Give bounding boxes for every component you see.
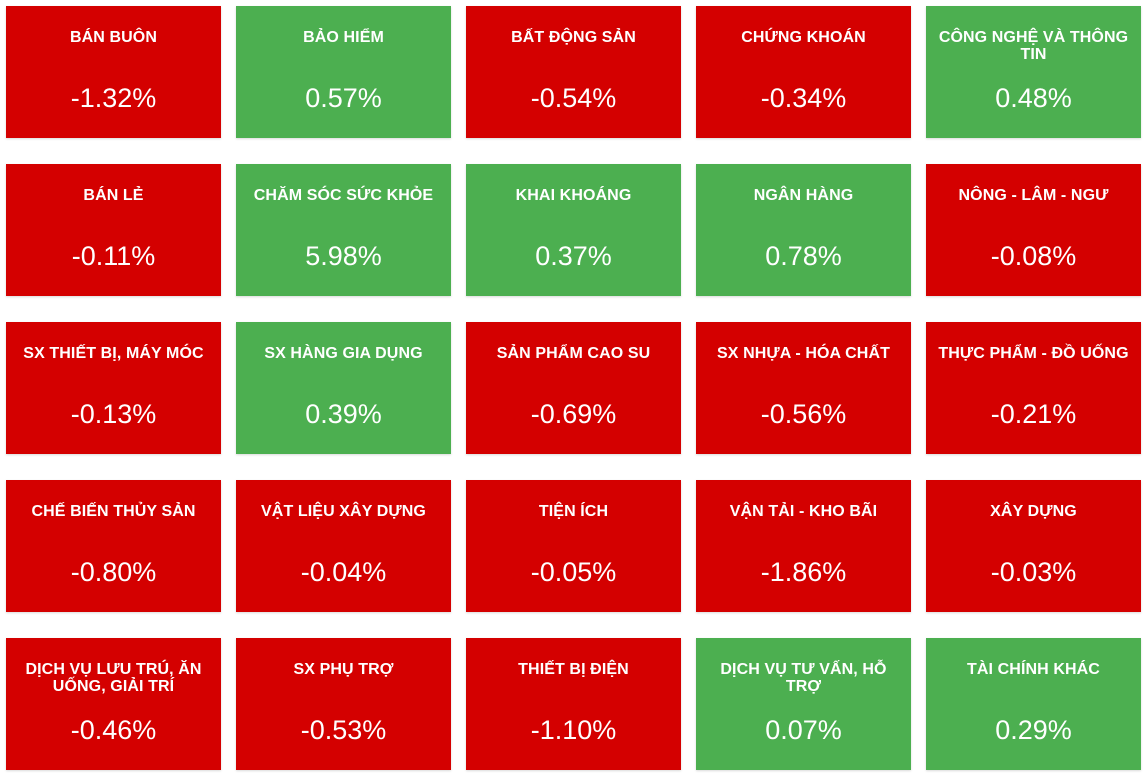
sector-change-value: -0.03%: [990, 557, 1077, 587]
sector-tile[interactable]: CHẾ BIẾN THỦY SẢN -0.80%: [6, 480, 221, 612]
sector-name: DỊCH VỤ TƯ VẤN, HỖ TRỢ: [720, 661, 887, 695]
sector-name: DỊCH VỤ LƯU TRÚ, ĂN UỐNG, GIẢI TRÍ: [25, 661, 202, 695]
sector-tile[interactable]: DỊCH VỤ LƯU TRÚ, ĂN UỐNG, GIẢI TRÍ -0.46…: [6, 638, 221, 770]
sector-change-value: -0.11%: [71, 241, 156, 271]
sector-name: NÔNG - LÂM - NGƯ: [958, 187, 1109, 204]
sector-name: SX NHỰA - HÓA CHẤT: [717, 345, 890, 362]
sector-tile[interactable]: DỊCH VỤ TƯ VẤN, HỖ TRỢ 0.07%: [696, 638, 911, 770]
sector-change-value: 0.48%: [995, 83, 1072, 113]
sector-tile[interactable]: CHỨNG KHOÁN -0.34%: [696, 6, 911, 138]
sector-tile[interactable]: TÀI CHÍNH KHÁC 0.29%: [926, 638, 1141, 770]
sector-name: CÔNG NGHỆ VÀ THÔNG TIN: [938, 29, 1129, 63]
sector-tile[interactable]: VẬT LIỆU XÂY DỰNG -0.04%: [236, 480, 451, 612]
sector-tile[interactable]: TIỆN ÍCH -0.05%: [466, 480, 681, 612]
sector-change-value: 5.98%: [305, 241, 382, 271]
sector-tile[interactable]: BẢO HIỂM 0.57%: [236, 6, 451, 138]
sector-change-value: -0.08%: [990, 241, 1077, 271]
sector-tile[interactable]: BẤT ĐỘNG SẢN -0.54%: [466, 6, 681, 138]
sector-name: SX HÀNG GIA DỤNG: [264, 345, 423, 362]
sector-tile[interactable]: SX PHỤ TRỢ -0.53%: [236, 638, 451, 770]
sector-change-value: -1.32%: [70, 83, 157, 113]
sector-name: CHĂM SÓC SỨC KHỎE: [253, 187, 434, 204]
sector-name: SX PHỤ TRỢ: [293, 661, 394, 678]
sector-name: KHAI KHOÁNG: [515, 187, 632, 204]
sector-change-value: -0.56%: [760, 399, 847, 429]
sector-change-value: -0.34%: [760, 83, 847, 113]
sector-tile[interactable]: SX HÀNG GIA DỤNG 0.39%: [236, 322, 451, 454]
sector-name: SẢN PHẨM CAO SU: [496, 345, 651, 362]
sector-tile[interactable]: THỰC PHẨM - ĐỒ UỐNG -0.21%: [926, 322, 1141, 454]
sector-change-value: -0.80%: [70, 557, 157, 587]
sector-change-value: -0.13%: [70, 399, 157, 429]
sector-change-value: -0.21%: [990, 399, 1077, 429]
sector-tile[interactable]: NÔNG - LÂM - NGƯ -0.08%: [926, 164, 1141, 296]
sector-change-value: -0.05%: [530, 557, 617, 587]
sector-tile[interactable]: SẢN PHẨM CAO SU -0.69%: [466, 322, 681, 454]
sector-change-value: 0.37%: [535, 241, 612, 271]
sector-change-value: -0.04%: [300, 557, 387, 587]
sector-name: THỰC PHẨM - ĐỒ UỐNG: [938, 345, 1129, 362]
sector-name: BÁN LẺ: [83, 187, 144, 204]
sector-change-value: 0.29%: [995, 715, 1072, 745]
sector-name: SX THIẾT BỊ, MÁY MÓC: [23, 345, 204, 362]
sector-name: BẤT ĐỘNG SẢN: [511, 29, 636, 46]
sector-name: BÁN BUÔN: [69, 29, 158, 46]
sector-name: VẬN TẢI - KHO BÃI: [729, 503, 878, 520]
sector-tile[interactable]: XÂY DỰNG -0.03%: [926, 480, 1141, 612]
sector-name: TIỆN ÍCH: [538, 503, 609, 520]
sector-name: CHỨNG KHOÁN: [741, 29, 866, 46]
sector-name: BẢO HIỂM: [303, 29, 384, 46]
sector-change-value: 0.07%: [765, 715, 842, 745]
sector-tile[interactable]: SX THIẾT BỊ, MÁY MÓC -0.13%: [6, 322, 221, 454]
sector-change-value: -0.54%: [530, 83, 617, 113]
sector-tile[interactable]: KHAI KHOÁNG 0.37%: [466, 164, 681, 296]
sector-name: THIẾT BỊ ĐIỆN: [518, 661, 629, 678]
sector-tile[interactable]: SX NHỰA - HÓA CHẤT -0.56%: [696, 322, 911, 454]
sector-name: VẬT LIỆU XÂY DỰNG: [261, 503, 426, 520]
sector-tile[interactable]: THIẾT BỊ ĐIỆN -1.10%: [466, 638, 681, 770]
sector-tile[interactable]: CÔNG NGHỆ VÀ THÔNG TIN 0.48%: [926, 6, 1141, 138]
sector-tile[interactable]: CHĂM SÓC SỨC KHỎE 5.98%: [236, 164, 451, 296]
sector-tile[interactable]: BÁN BUÔN -1.32%: [6, 6, 221, 138]
sector-tile[interactable]: BÁN LẺ -0.11%: [6, 164, 221, 296]
sector-change-value: -1.86%: [760, 557, 847, 587]
sector-change-value: -1.10%: [530, 715, 617, 745]
sector-name: NGÂN HÀNG: [753, 187, 854, 204]
sector-heatmap-grid: BÁN BUÔN -1.32% BẢO HIỂM 0.57% BẤT ĐỘNG …: [6, 6, 1141, 770]
sector-change-value: -0.46%: [70, 715, 157, 745]
sector-name: TÀI CHÍNH KHÁC: [967, 661, 1100, 678]
sector-change-value: -0.69%: [530, 399, 617, 429]
sector-tile[interactable]: VẬN TẢI - KHO BÃI -1.86%: [696, 480, 911, 612]
sector-change-value: 0.39%: [305, 399, 382, 429]
sector-tile[interactable]: NGÂN HÀNG 0.78%: [696, 164, 911, 296]
sector-change-value: 0.78%: [765, 241, 842, 271]
sector-name: CHẾ BIẾN THỦY SẢN: [31, 503, 196, 520]
sector-change-value: -0.53%: [300, 715, 387, 745]
sector-name: XÂY DỰNG: [990, 503, 1077, 520]
sector-change-value: 0.57%: [305, 83, 382, 113]
